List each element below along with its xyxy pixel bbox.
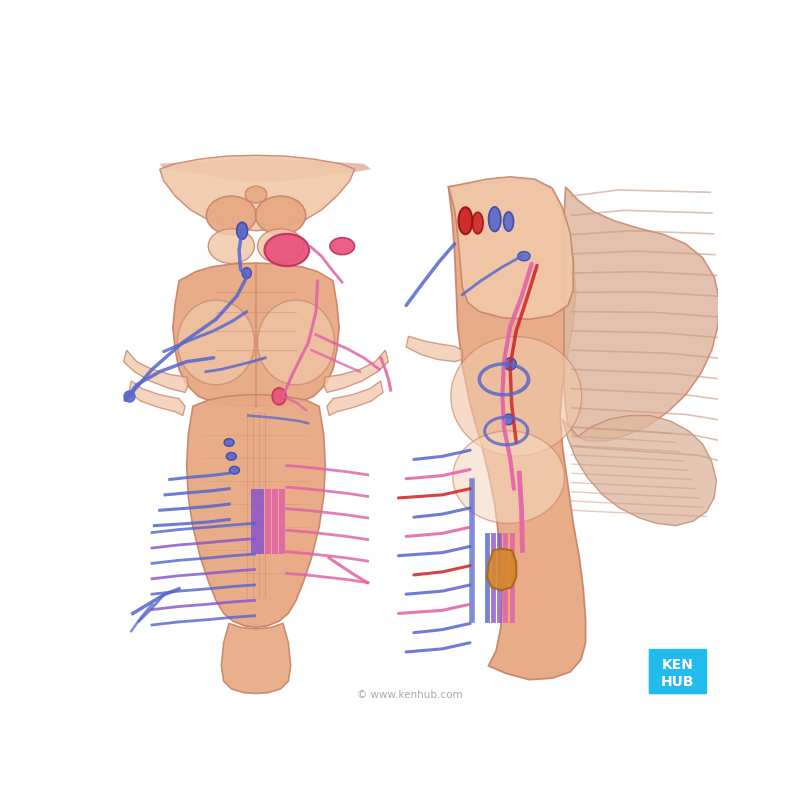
Polygon shape [406,336,462,362]
Polygon shape [327,381,383,415]
Ellipse shape [503,212,514,231]
Polygon shape [564,187,719,441]
Polygon shape [449,179,586,680]
Polygon shape [123,350,188,393]
Ellipse shape [472,212,483,234]
Polygon shape [173,263,339,406]
Ellipse shape [453,431,564,523]
Polygon shape [160,158,371,182]
Polygon shape [251,489,258,554]
Ellipse shape [258,229,304,263]
Polygon shape [449,177,574,319]
Polygon shape [279,489,286,554]
Ellipse shape [256,196,306,234]
Circle shape [504,358,516,370]
Ellipse shape [242,268,251,278]
Ellipse shape [265,234,309,266]
Ellipse shape [272,388,286,405]
Ellipse shape [451,337,582,456]
Ellipse shape [237,222,247,239]
Ellipse shape [178,300,254,385]
Polygon shape [562,415,717,526]
Ellipse shape [206,196,256,234]
Polygon shape [186,394,326,627]
Ellipse shape [258,300,334,385]
Circle shape [503,414,514,425]
Polygon shape [222,623,290,694]
Ellipse shape [458,207,472,234]
Ellipse shape [246,186,266,203]
Ellipse shape [518,251,530,261]
Ellipse shape [226,453,236,460]
Polygon shape [129,381,185,415]
Polygon shape [258,489,265,554]
Polygon shape [272,489,278,554]
Polygon shape [487,549,516,590]
FancyBboxPatch shape [649,649,707,694]
Ellipse shape [489,207,501,231]
Ellipse shape [224,438,234,446]
Polygon shape [266,489,271,554]
Ellipse shape [330,238,354,254]
Polygon shape [160,155,354,230]
Polygon shape [324,350,389,393]
Text: KEN
HUB: KEN HUB [662,658,694,689]
Text: © www.kenhub.com: © www.kenhub.com [357,690,463,700]
Ellipse shape [230,466,239,474]
Ellipse shape [208,229,254,263]
